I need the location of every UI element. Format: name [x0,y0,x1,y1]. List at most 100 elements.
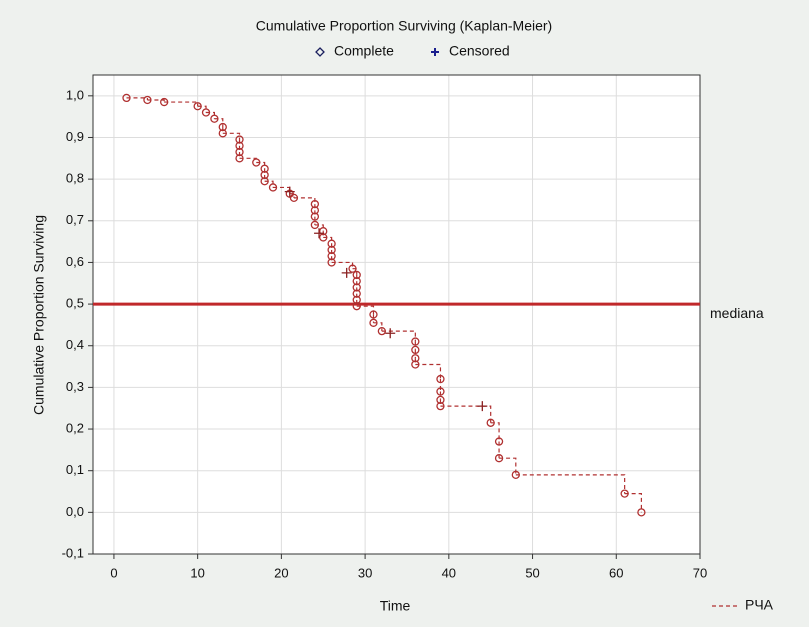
y-tick-label: 0,4 [66,337,84,352]
complete-marker [369,310,378,319]
step-segment [499,457,517,475]
complete-marker [352,270,361,280]
step-segment [164,101,199,107]
complete-marker [218,129,227,138]
complete-marker [327,258,336,267]
complete-marker [319,227,328,236]
complete-marker [352,283,361,292]
complete-marker [252,158,261,167]
y-tick-label: 0,8 [66,171,84,186]
complete-marker [348,264,357,273]
x-tick-label: 10 [190,565,204,580]
complete-marker [289,193,299,203]
legend-label: Complete [334,43,394,59]
complete-marker [327,239,336,248]
complete-marker [310,220,320,230]
step-segment [126,97,149,100]
complete-marker [352,277,361,286]
complete-marker [310,212,320,221]
complete-marker [260,177,269,186]
complete-marker [327,252,336,261]
complete-marker [160,97,169,107]
legend-symbol [431,48,439,56]
step-segment [352,268,358,275]
complete-marker [268,183,278,192]
complete-marker [411,345,420,355]
legend-symbol [315,47,325,57]
complete-marker [486,418,495,427]
complete-marker [201,108,211,117]
legend-label: Censored [449,43,510,59]
complete-marker [352,302,361,311]
plot-frame [92,74,701,555]
step-segment [314,224,324,232]
complete-marker [436,374,445,384]
x-tick-label: 40 [442,565,456,580]
censored-marker [477,401,488,412]
complete-marker [218,122,227,132]
step-segment [490,422,500,442]
complete-marker [319,233,328,242]
y-tick-label: 1,0 [66,87,84,102]
complete-marker [494,454,504,463]
y-axis-label: Cumulative Proportion Surviving [31,215,47,415]
complete-marker [620,489,629,498]
step-segment [356,305,375,315]
x-tick-label: 50 [525,565,539,580]
step-segment [373,322,383,332]
chart-title: Cumulative Proportion Surviving (Kaplan-… [256,18,552,34]
x-tick-label: 70 [693,565,707,580]
legend-label: РЧА [745,597,774,613]
step-segment [214,118,224,128]
step-segment [624,493,642,513]
complete-marker [494,437,504,446]
median-label: mediana [710,305,764,321]
step-segment [239,157,257,163]
step-segment [147,99,165,103]
complete-marker [436,395,445,405]
x-tick-label: 20 [274,565,288,580]
y-tick-label: 0,6 [66,254,84,269]
complete-marker [193,102,202,111]
censored-marker [314,228,325,239]
step-segment [256,161,266,169]
complete-marker [511,470,520,480]
x-axis-label: Time [380,598,411,614]
complete-marker [235,135,244,144]
complete-marker [235,154,244,163]
step-segment [440,405,492,423]
censored-marker [284,186,295,197]
y-tick-label: 0,7 [66,212,84,227]
complete-marker [411,354,420,363]
step-segment [323,236,333,244]
x-tick-label: 30 [358,565,372,580]
plot-area [92,74,701,555]
y-tick-label: 0,3 [66,379,84,394]
complete-marker [260,170,269,180]
step-segment [264,180,274,188]
step-segment [289,193,295,198]
complete-marker [235,141,244,150]
complete-marker [377,327,386,336]
complete-marker [235,147,244,157]
complete-marker [122,93,131,103]
complete-marker [411,360,420,369]
y-tick-label: 0,2 [66,420,84,435]
complete-marker [310,206,320,215]
y-tick-label: 0,1 [66,462,84,477]
complete-marker [260,164,269,173]
y-tick-label: 0,5 [66,296,84,311]
complete-marker [637,508,646,517]
complete-marker [352,295,361,305]
step-segment [206,111,215,119]
complete-marker [327,245,336,255]
step-segment [415,363,442,380]
step-segment [197,105,207,113]
complete-marker [436,387,445,396]
x-tick-label: 0 [110,565,117,580]
complete-marker [436,401,445,411]
complete-marker [369,318,378,327]
y-tick-label: 0,9 [66,129,84,144]
x-tick-label: 60 [609,565,623,580]
